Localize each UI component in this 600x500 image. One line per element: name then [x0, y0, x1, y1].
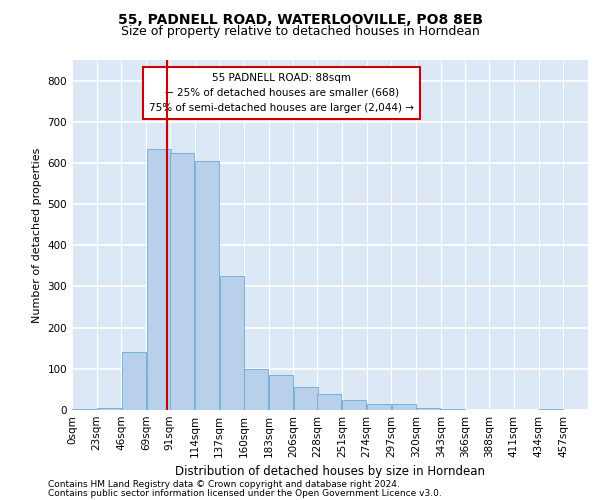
Bar	[244, 369, 268, 410]
Bar	[392, 404, 416, 410]
Text: Contains HM Land Registry data © Crown copyright and database right 2024.: Contains HM Land Registry data © Crown c…	[48, 480, 400, 489]
Bar	[342, 400, 366, 410]
Bar	[269, 375, 293, 410]
Bar	[170, 152, 194, 410]
Text: Size of property relative to detached houses in Horndean: Size of property relative to detached ho…	[121, 25, 479, 38]
X-axis label: Distribution of detached houses by size in Horndean: Distribution of detached houses by size …	[175, 466, 485, 478]
Text: 55, PADNELL ROAD, WATERLOOVILLE, PO8 8EB: 55, PADNELL ROAD, WATERLOOVILLE, PO8 8EB	[118, 12, 482, 26]
Text: Contains public sector information licensed under the Open Government Licence v3: Contains public sector information licen…	[48, 488, 442, 498]
Bar	[73, 409, 97, 410]
Bar	[146, 148, 170, 410]
Bar	[317, 394, 341, 410]
Bar	[367, 404, 391, 410]
Bar	[539, 409, 563, 410]
Bar	[294, 388, 318, 410]
Bar	[441, 409, 465, 410]
Text: 55 PADNELL ROAD: 88sqm
← 25% of detached houses are smaller (668)
75% of semi-de: 55 PADNELL ROAD: 88sqm ← 25% of detached…	[149, 73, 414, 112]
Bar	[195, 161, 219, 410]
Bar	[416, 408, 440, 410]
Bar	[97, 408, 121, 410]
Bar	[122, 352, 146, 410]
Bar	[220, 276, 244, 410]
Y-axis label: Number of detached properties: Number of detached properties	[32, 148, 42, 322]
